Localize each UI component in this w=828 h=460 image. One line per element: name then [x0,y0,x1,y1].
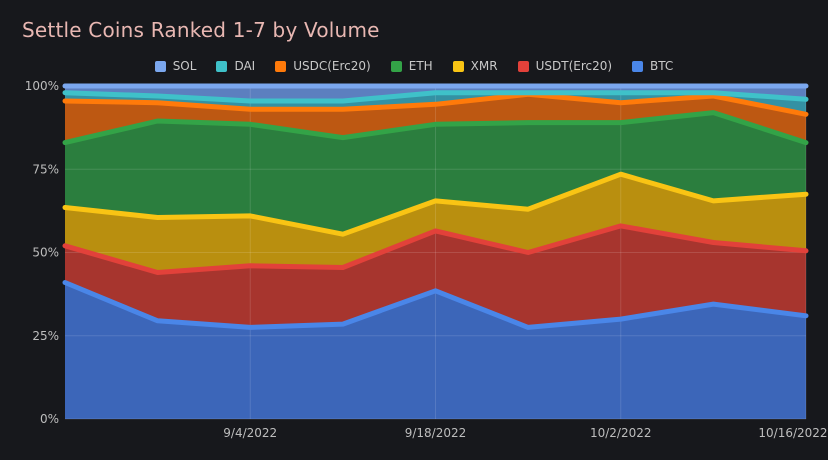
axis-layer: 0% 25% 50% 75% 100% 9/4/2022 9/18/2022 10/2/202… [25,79,828,440]
legend-swatch-eth [390,60,402,72]
legend-label-eth: ETH [408,59,433,73]
legend-swatch-btc [632,60,644,72]
line-usdt-erc20[interactable] [62,223,809,275]
legend-item-usdt[interactable]: USDT(Erc20) [517,59,613,73]
legend-label-dai: DAI [234,59,256,73]
area-btc[interactable] [65,282,806,420]
legend-swatch-usdc [275,60,287,72]
legend-label-usdc: USDC(Erc20) [293,59,371,73]
legend-swatch-usdt [517,60,529,72]
legend-label-usdt: USDT(Erc20) [535,59,613,73]
y-tick-label: 50% [32,246,59,260]
legend-item-btc[interactable]: BTC [632,59,673,73]
legend-item-usdc[interactable]: USDC(Erc20) [275,59,371,73]
area-eth[interactable] [65,112,806,235]
legend-label-sol: SOL [172,59,197,73]
line-btc[interactable] [62,280,809,330]
legend-swatch-xmr [452,60,464,72]
x-tick-label: 9/18/2022 [405,426,467,440]
legend-item-xmr[interactable]: XMR [452,59,498,73]
y-tick-label: 0% [40,412,59,426]
y-tick-label: 25% [32,329,59,343]
area-usdt-erc20[interactable] [65,225,806,328]
legend-label-btc: BTC [650,59,674,73]
legend: SOL DAI USDC(Erc20) ETH XMR USDT(Erc20) … [0,59,828,73]
area-xmr[interactable] [65,174,806,273]
line-xmr[interactable] [62,171,809,237]
line-layer [62,83,809,330]
legend-swatch-sol [154,60,166,72]
legend-item-sol[interactable]: SOL [154,59,197,73]
legend-label-xmr: XMR [470,59,498,73]
y-tick-label: 100% [25,79,59,93]
x-tick-label: 10/16/2022 [758,426,827,440]
area-usdc-erc20[interactable] [65,94,806,143]
line-usdc-erc20[interactable] [62,91,809,117]
legend-item-dai[interactable]: DAI [216,59,255,73]
line-eth[interactable] [62,110,809,146]
x-tick-label: 9/4/2022 [223,426,277,440]
chart-title: Settle Coins Ranked 1-7 by Volume [22,18,380,42]
y-tick-label: 75% [32,162,59,176]
legend-swatch-dai [216,60,228,72]
legend-item-eth[interactable]: ETH [390,59,433,73]
area-layer [65,86,806,419]
x-tick-label: 10/2/2022 [590,426,652,440]
line-dai[interactable] [62,90,809,104]
area-sol[interactable] [65,86,806,101]
